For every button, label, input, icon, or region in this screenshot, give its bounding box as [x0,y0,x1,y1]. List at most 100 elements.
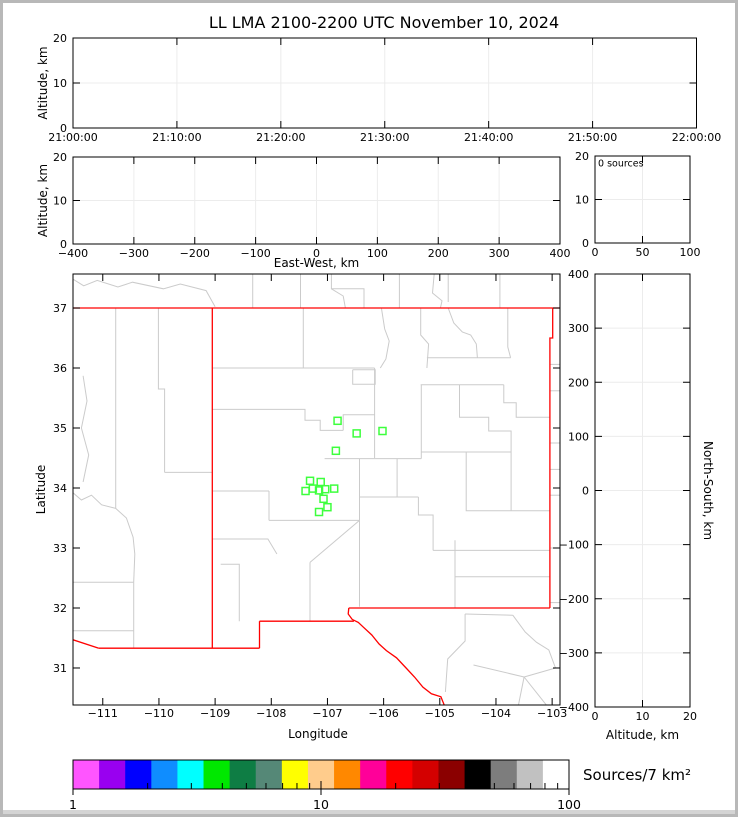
colorbar-label: Sources/7 km² [583,766,691,784]
county-border-line [512,614,556,669]
map-lat-tick-label: 31 [53,662,67,675]
station-marker [305,476,315,486]
ew-axis-tick-label: −400 [58,247,88,260]
county-border-line [420,308,430,369]
county-border-line [459,384,512,452]
state-border-line [549,308,554,608]
station-marker [314,486,324,495]
county-border-line [212,408,344,431]
map-lon-tick-label: −107 [312,707,342,720]
ns-y-tick-label: 300 [568,322,589,335]
ns-y-tick-label: 0 [582,485,589,498]
county-border-line [157,308,166,473]
hist-axis-tick-label: 100 [680,246,701,259]
ew-axis-tick-label: 300 [489,247,510,260]
county-border-line [352,369,376,385]
station-marker [320,484,330,494]
station-marker [319,494,328,504]
ew-axis-tick-label: −200 [180,247,210,260]
colorbar-block [151,760,178,789]
histogram-annotation: 0 sources [598,159,644,170]
colorbar-block [360,760,387,789]
northsouth-panel-xlabel: Altitude, km [606,728,679,742]
colorbar-tick-label: 1 [69,797,77,812]
time-axis-tick-label: 21:10:00 [152,131,201,144]
station-marker [333,416,342,426]
colorbar-block [490,760,518,789]
county-border-line [444,614,466,693]
colorbar-block [255,760,283,789]
ns-y-tick-label: −100 [559,539,589,552]
map-lat-tick-label: 36 [53,362,67,375]
hist-axis-tick-label: 0 [592,246,599,259]
ns-y-tick-label: −200 [559,593,589,606]
map-lon-tick-label: −110 [144,707,174,720]
county-border-line [465,613,513,616]
county-border-line [473,664,525,678]
colorbar-block [229,760,257,789]
map-state-borders [73,307,560,705]
time-axis-tick-label: 21:00:00 [48,131,97,144]
colorbar-block [386,760,413,789]
colorbar-block [177,760,205,789]
eastwest-panel-xlabel: East-West, km [274,256,360,270]
county-border-line [523,667,556,678]
hist-alt-tick-label: 10 [575,194,589,207]
station-marker [378,426,387,436]
station-marker [301,486,310,496]
time-panel-ylabel: Altitude, km [36,46,50,119]
ew-alt-tick-label: 10 [53,195,67,208]
county-border-line [115,508,136,583]
ew-axis-tick-label: 200 [428,247,449,260]
ns-y-tick-label: 400 [568,268,589,281]
colorbar-block [334,760,361,789]
map-xlabel: Longitude [288,727,348,741]
hist-axis-tick-label: 50 [636,246,650,259]
station-marker [352,429,361,438]
colorbar-block [438,760,466,789]
colorbar-block [464,760,492,789]
state-border-line [347,607,445,705]
county-border-line [80,375,90,483]
ns-y-tick-label: 100 [568,430,589,443]
hist-alt-tick-label: 20 [575,150,589,163]
state-border-line [73,639,100,649]
ns-x-tick-label: 20 [683,710,697,723]
county-border-line [331,288,346,309]
ns-x-tick-label: 0 [592,710,599,723]
time-axis-tick-label: 21:50:00 [568,131,617,144]
map-lon-tick-label: −111 [88,707,118,720]
time-axis-tick-label: 21:40:00 [464,131,513,144]
map-county-lines [73,274,560,705]
map-lon-tick-label: −103 [537,707,567,720]
colorbar-block [73,760,100,789]
ew-axis-tick-label: −300 [119,247,149,260]
colorbar-block [542,760,570,789]
ns-x-tick-label: 10 [636,710,650,723]
colorbar-tick-label: 10 [313,797,329,812]
time-alt-tick-label: 10 [53,77,67,90]
generated-panels: 21:00:00 21:10:00 21:20:00 21:30:00 21:40:00… [48,32,721,812]
map-lon-tick-label: −104 [481,707,511,720]
map-lon-tick-label: −106 [369,707,399,720]
station-marker [314,507,324,517]
map-ylabel: Latitude [34,465,48,514]
ew-alt-tick-label: 0 [60,238,67,251]
county-border-line [220,563,240,622]
time-axis-tick-label: 21:30:00 [360,131,409,144]
station-marker [331,446,341,456]
county-border-line [465,452,550,512]
ew-axis-tick-label: 0 [313,247,320,260]
colorbar-block [281,760,309,789]
county-border-line [73,278,216,308]
station-marker [323,502,332,512]
colorbar-block [99,760,126,789]
ns-y-tick-label: 200 [568,376,589,389]
colorbar-block [203,760,231,789]
map-lat-tick-label: 37 [53,302,67,315]
map-panel [72,273,561,706]
lma-station-markers [301,416,387,517]
map-lat-tick-label: 34 [53,482,67,495]
